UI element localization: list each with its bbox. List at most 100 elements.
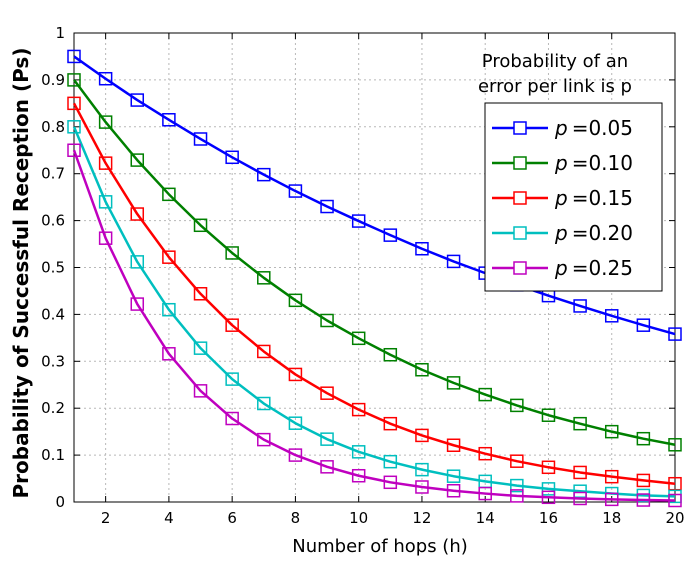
y-tick-label: 0.4 <box>41 305 65 323</box>
y-tick-label: 0.6 <box>41 212 65 230</box>
series-layer <box>67 49 682 508</box>
legend-entry-3: p =0.20 <box>492 221 633 245</box>
series-point <box>288 184 303 198</box>
series-point <box>383 475 398 490</box>
legend-p-value: =0.20 <box>572 221 633 245</box>
series-point <box>351 445 366 459</box>
legend-marker <box>513 191 527 205</box>
legend-p-symbol: p <box>554 221 568 245</box>
series-point <box>98 71 113 86</box>
series-point <box>415 241 429 256</box>
series-point <box>415 428 429 443</box>
series-point <box>225 318 239 332</box>
series-point <box>320 199 334 214</box>
series-point <box>162 302 176 317</box>
series-point <box>415 480 429 494</box>
series-point <box>636 318 651 332</box>
series-point <box>162 250 176 264</box>
series-point <box>636 493 651 507</box>
series-point <box>604 492 619 507</box>
legend-entry-0: p =0.05 <box>492 116 633 140</box>
legend-p-symbol: p <box>554 186 568 210</box>
legend-entry-1: p =0.10 <box>492 151 633 175</box>
series-point <box>668 493 682 508</box>
series-point <box>415 362 429 377</box>
series-point <box>351 331 366 346</box>
y-tick-label: 0.1 <box>41 446 65 464</box>
annotation-line-1: Probability of an <box>482 51 628 72</box>
series-point <box>98 195 113 209</box>
series-point <box>320 432 334 446</box>
series-point <box>636 473 651 488</box>
series-point <box>193 132 208 146</box>
series-point <box>573 416 587 431</box>
y-tick-label: 1 <box>55 24 65 42</box>
legend-entry-4: p =0.25 <box>492 256 633 280</box>
series-point <box>257 167 271 182</box>
y-axis-ticks: 0 0.1 0.2 0.3 0.4 0.5 0.6 0.7 0.8 0.9 1 <box>41 24 675 511</box>
series-point <box>573 484 587 498</box>
series-point <box>98 156 113 170</box>
series-point <box>162 347 176 361</box>
series-point <box>225 372 239 386</box>
series-point <box>478 446 492 461</box>
x-tick-label: 12 <box>412 509 431 527</box>
series-point <box>668 327 682 341</box>
legend-entry-2: p =0.15 <box>492 186 633 210</box>
y-axis-label: Probability of Successful Reception (Ps) <box>9 48 33 499</box>
series-point <box>98 231 113 245</box>
y-tick-label: 0.5 <box>41 259 65 277</box>
series-point <box>288 293 303 308</box>
legend-label: p =0.15 <box>554 186 633 210</box>
legend-entries: p =0.05p =0.10p =0.15p =0.20p =0.25 <box>492 116 633 280</box>
legend-p-symbol: p <box>554 151 568 175</box>
legend-p-value: =0.05 <box>572 116 633 140</box>
series-point <box>162 113 176 127</box>
series-4 <box>67 143 682 508</box>
series-point <box>510 489 524 503</box>
series-point <box>288 448 303 462</box>
series-point <box>446 483 461 498</box>
x-tick-label: 18 <box>602 509 621 527</box>
y-tick-label: 0 <box>55 493 65 511</box>
series-point <box>67 96 81 111</box>
series-point <box>67 73 81 87</box>
legend-marker <box>513 261 527 275</box>
series-point <box>668 438 682 452</box>
series-point <box>130 153 145 167</box>
series-point <box>320 460 334 474</box>
series-point <box>257 396 271 411</box>
x-tick-label: 4 <box>164 509 174 527</box>
series-point <box>193 218 208 233</box>
series-point <box>446 254 461 269</box>
legend: p =0.05p =0.10p =0.15p =0.20p =0.25 <box>484 102 663 292</box>
series-point <box>351 468 366 483</box>
series-point <box>193 341 208 355</box>
series-point <box>541 482 556 496</box>
legend-label: p =0.20 <box>554 221 633 245</box>
series-point <box>446 376 461 390</box>
series-point <box>383 416 398 431</box>
series-point <box>351 214 366 228</box>
legend-label: p =0.05 <box>554 116 633 140</box>
series-point <box>162 187 176 202</box>
series-point <box>541 460 556 475</box>
legend-p-symbol: p <box>554 256 568 280</box>
legend-marker <box>513 121 527 135</box>
y-tick-label: 0.7 <box>41 165 65 183</box>
series-point <box>320 313 334 328</box>
legend-p-value: =0.10 <box>572 151 633 175</box>
series-point <box>604 424 619 439</box>
series-point <box>573 299 587 313</box>
series-point <box>383 454 398 469</box>
series-point <box>510 454 524 468</box>
x-axis-ticks: 2 4 6 8 10 12 14 16 18 20 <box>101 33 684 527</box>
x-axis-label: Number of hops (h) <box>292 536 468 557</box>
series-point <box>510 398 524 413</box>
legend-label: p =0.25 <box>554 256 633 280</box>
series-point <box>636 431 651 446</box>
series-point <box>446 469 461 483</box>
legend-marker <box>513 156 527 170</box>
series-point <box>446 438 461 453</box>
